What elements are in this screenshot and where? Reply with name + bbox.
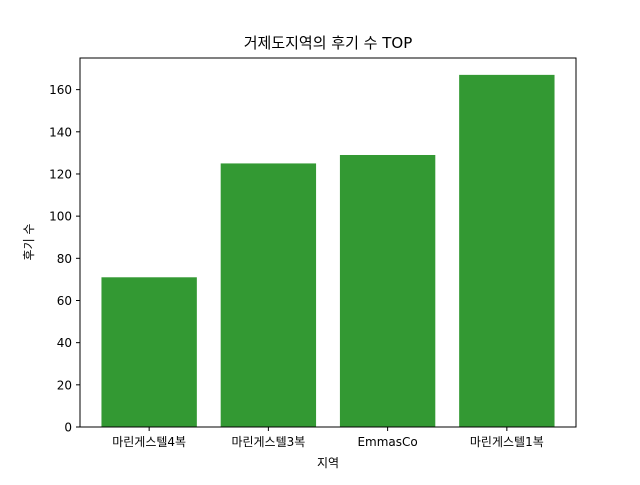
y-tick-label-5: 100 <box>49 210 72 224</box>
y-tick-label-4: 80 <box>57 252 72 266</box>
x-tick-label-0: 마린게스텔4복 <box>112 435 186 449</box>
bar-3 <box>459 74 555 428</box>
y-tick-label-2: 40 <box>57 336 72 350</box>
x-axis-label: 지역 <box>317 456 339 470</box>
y-tick-label-1: 20 <box>57 378 72 392</box>
x-tick-label-3: 마린게스텔1복 <box>470 435 544 449</box>
y-tick-label-0: 0 <box>64 421 72 435</box>
chart-title: 거제도지역의 후기 수 TOP <box>244 34 413 52</box>
y-tick-label-6: 120 <box>49 167 72 181</box>
y-tick-label-7: 140 <box>49 125 72 139</box>
bar-1 <box>220 163 317 427</box>
bar-2 <box>339 154 436 428</box>
y-tick-label-8: 160 <box>49 83 72 97</box>
y-axis-label: 후기 수 <box>22 224 36 261</box>
x-tick-label-2: EmmasCo <box>357 435 417 449</box>
bar-0 <box>101 277 197 427</box>
y-tick-label-3: 60 <box>57 294 72 308</box>
axes-layer: 0 20 40 60 80 100 120 140 160 마린게스텔4복 마린게스텔3복 Emmas… <box>49 57 577 449</box>
x-tick-label-1: 마린게스텔3복 <box>231 435 305 449</box>
bars-layer <box>101 74 555 428</box>
plot-frame <box>79 57 577 428</box>
